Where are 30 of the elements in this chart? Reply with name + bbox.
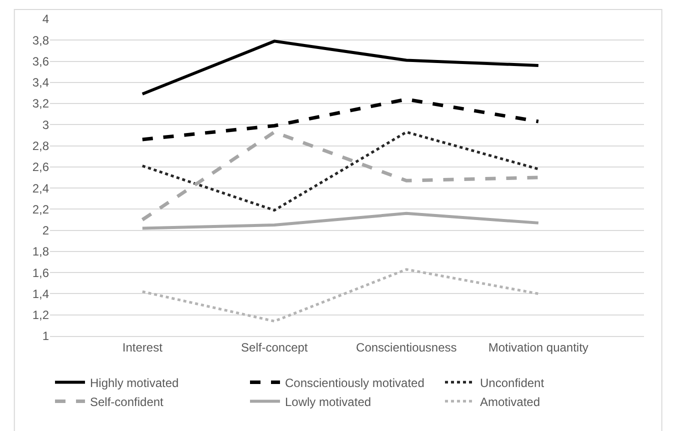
y-tick-label: 2 xyxy=(42,224,50,238)
line-series xyxy=(140,212,540,230)
legend-label: Highly motivated xyxy=(90,376,179,390)
line-series xyxy=(140,40,540,96)
legend-label: Self-confident xyxy=(90,394,164,409)
x-tick-label: Motivation quantity xyxy=(488,340,588,354)
y-tick-label: 3,4 xyxy=(32,76,50,90)
y-tick-label: 1,6 xyxy=(32,266,50,280)
y-tick-label: 2,4 xyxy=(32,181,50,196)
x-tick-label: Interest xyxy=(122,340,164,354)
y-tick-label: 1,8 xyxy=(32,244,50,259)
y-tick-label: 4 xyxy=(42,12,50,26)
y-tick-label: 3,2 xyxy=(32,96,50,111)
x-tick-label: Self-concept xyxy=(241,340,308,354)
y-tick-label: 2,2 xyxy=(32,202,50,216)
legend-label: Unconfident xyxy=(480,376,545,390)
line-series xyxy=(140,98,540,142)
legend-label: Conscientiously motivated xyxy=(285,376,424,390)
y-tick-label: 2,6 xyxy=(32,160,50,174)
y-tick-label: 2,8 xyxy=(32,139,50,153)
legend-label: Lowly motivated xyxy=(285,394,372,409)
y-tick-label: 1,4 xyxy=(32,286,50,301)
line-series xyxy=(141,268,540,323)
y-tick-label: 3,6 xyxy=(32,54,50,68)
y-tick-label: 1 xyxy=(42,329,50,344)
y-tick-label: 3 xyxy=(42,118,50,132)
legend-label: Amotivated xyxy=(480,394,540,409)
y-tick-label: 3,8 xyxy=(32,33,50,48)
y-tick-label: 1,2 xyxy=(32,308,50,322)
x-tick-label: Conscientiousness xyxy=(356,340,457,354)
